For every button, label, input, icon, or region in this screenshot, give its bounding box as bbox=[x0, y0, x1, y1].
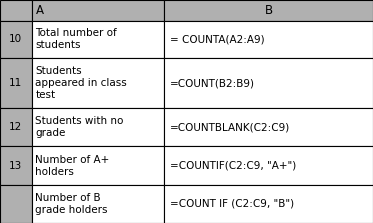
Bar bbox=[0, 21, 32, 58]
Text: Number of A+
holders: Number of A+ holders bbox=[35, 155, 110, 177]
Text: 10: 10 bbox=[9, 35, 22, 45]
Text: Students with no
grade: Students with no grade bbox=[35, 116, 124, 138]
Bar bbox=[32, 58, 164, 108]
Text: =COUNT IF (C2:C9, "B"): =COUNT IF (C2:C9, "B") bbox=[170, 199, 294, 209]
Text: Students
appeared in class
test: Students appeared in class test bbox=[35, 66, 127, 100]
Text: Total number of
students: Total number of students bbox=[35, 29, 117, 50]
Text: = COUNTA(A2:A9): = COUNTA(A2:A9) bbox=[170, 35, 264, 45]
Text: =COUNT(B2:B9): =COUNT(B2:B9) bbox=[170, 78, 255, 88]
Bar bbox=[32, 146, 164, 185]
Text: Number of B
grade holders: Number of B grade holders bbox=[35, 193, 108, 215]
Bar bbox=[164, 146, 373, 185]
Bar bbox=[164, 21, 373, 58]
Bar bbox=[32, 0, 164, 21]
Bar bbox=[164, 108, 373, 146]
Text: A: A bbox=[36, 4, 44, 17]
Bar bbox=[0, 146, 32, 185]
Text: 12: 12 bbox=[9, 122, 22, 132]
Bar bbox=[32, 185, 164, 223]
Text: =COUNTIF(C2:C9, "A+"): =COUNTIF(C2:C9, "A+") bbox=[170, 161, 296, 171]
Text: 13: 13 bbox=[9, 161, 22, 171]
Bar bbox=[164, 58, 373, 108]
Text: B: B bbox=[264, 4, 273, 17]
Bar bbox=[0, 185, 32, 223]
Bar bbox=[32, 108, 164, 146]
Text: 11: 11 bbox=[9, 78, 22, 88]
Bar bbox=[0, 108, 32, 146]
Bar bbox=[32, 21, 164, 58]
Bar bbox=[0, 0, 32, 21]
Bar bbox=[0, 58, 32, 108]
Bar bbox=[164, 185, 373, 223]
Text: =COUNTBLANK(C2:C9): =COUNTBLANK(C2:C9) bbox=[170, 122, 290, 132]
Bar bbox=[164, 0, 373, 21]
